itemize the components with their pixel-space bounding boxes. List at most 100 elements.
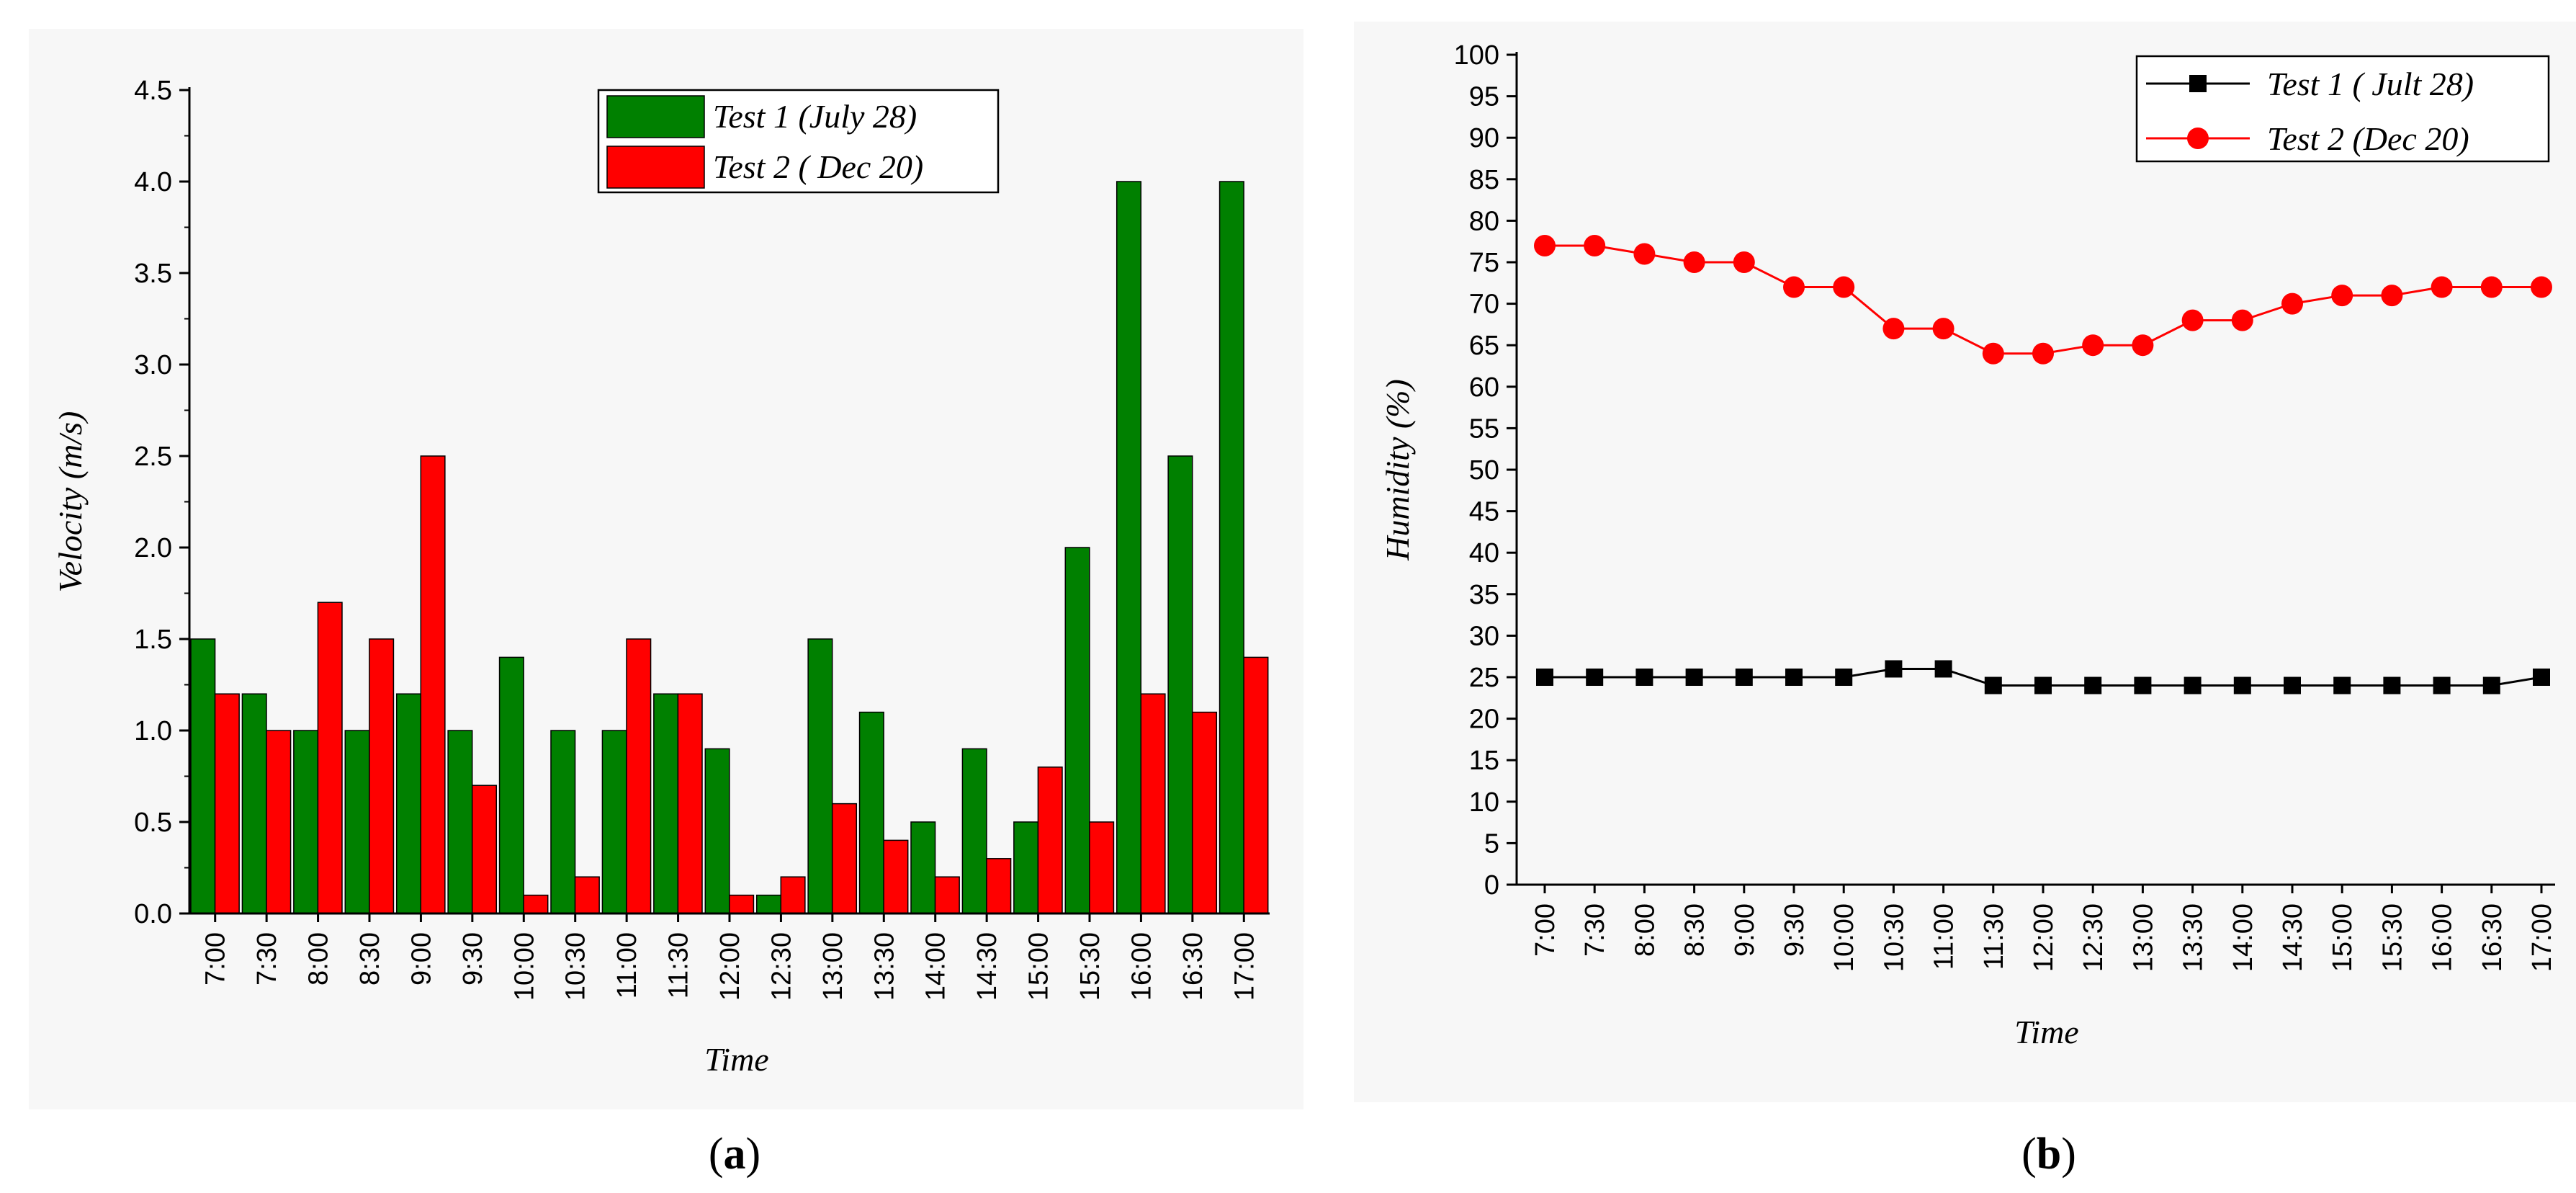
bar [523,894,549,914]
bar [471,785,498,914]
x-tick-label: 11:00 [1929,903,1960,970]
bar [1037,767,1063,914]
data-point [2084,676,2102,694]
y-tick-label: 4.0 [134,167,172,197]
data-point [1885,660,1903,678]
bar [883,839,909,914]
data-point [2333,676,2351,694]
x-tick-label: 10:00 [509,932,539,1001]
data-point [2431,276,2453,298]
legend-marker [2187,128,2209,149]
bar [858,711,884,914]
y-tick-label: 95 [1469,82,1499,112]
x-tick-label: 15:30 [2377,903,2407,972]
data-point [1785,669,1803,686]
x-tick-label: 12:30 [2078,903,2109,972]
bar [626,638,652,914]
y-axis-title: Velocity (m/s) [52,411,89,593]
caption-a-open: ( [709,1130,724,1179]
x-tick-label: 11:00 [612,932,642,998]
x-tick-label: 16:30 [2477,903,2508,972]
x-tick-label: 10:30 [1879,903,1909,972]
panel-a-background [29,29,1303,1109]
bar [498,656,524,914]
legend: Test 1 (July 28) Test 2 ( Dec 20) [597,89,1000,194]
caption-b-close: ) [2061,1130,2076,1179]
x-tick-label: 17:00 [2527,903,2557,972]
data-point [2134,676,2152,694]
y-tick-label: 25 [1469,663,1499,693]
y-tick-label: 65 [1469,331,1499,361]
x-tick-label: 7:00 [201,932,231,986]
y-tick-label: 5 [1484,828,1499,859]
data-point [1882,318,1905,340]
y-tick-label: 35 [1469,580,1499,610]
bar [1013,821,1039,914]
y-tick-label: 3.0 [134,350,172,380]
bar [780,876,806,914]
legend-label: Test 1 (July 28) [713,98,917,135]
y-tick-label: 100 [1454,40,1499,71]
x-tick-label: 15:30 [1075,932,1105,1001]
x-tick-label: 7:30 [1580,903,1610,957]
bar [704,748,730,914]
legend-label: Test 1 ( Jult 28) [2267,66,2474,102]
data-point [2034,676,2052,694]
caption-a-close: ) [746,1130,761,1179]
data-point [2331,285,2353,307]
x-tick-label: 15:00 [2328,903,2358,972]
y-tick-label: 2.0 [134,533,172,563]
legend-swatch [606,95,705,138]
x-tick-label: 13:30 [869,932,899,1001]
data-point [2181,309,2204,331]
data-point [1783,276,1805,298]
y-tick-label: 40 [1469,538,1499,568]
bar [369,638,395,914]
bar [1089,821,1115,914]
data-point [1536,669,1553,686]
bar [961,748,987,914]
bar [1219,181,1244,914]
bar [266,730,292,914]
panel-b: 0 5 10 15 20 25 30 35 40 45 50 55 60 65 70 75 80 85 90 95 10… [1379,40,2557,1179]
y-tick-label: 70 [1469,290,1499,320]
data-point [2184,676,2202,694]
x-tick-label: 7:00 [1530,903,1561,957]
data-point [2082,334,2104,357]
bar [574,876,600,914]
x-tick-label: 8:30 [355,932,385,986]
bar [831,803,858,914]
bar [190,638,216,914]
x-tick-label: 14:30 [2278,903,2308,972]
x-tick-label: 8:00 [1630,903,1660,957]
x-tick-label: 9:30 [458,932,488,986]
bar [677,693,703,914]
data-point [1735,669,1753,686]
bar [293,730,319,914]
bar [344,730,370,914]
bar [1116,181,1142,914]
data-point [1534,234,1556,256]
x-tick-label: 9:00 [406,932,436,986]
data-point [1835,669,1853,686]
panel-b-background [1354,22,2576,1102]
data-point [1635,669,1653,686]
legend: Test 1 ( Jult 28) Test 2 (Dec 20) [2135,55,2550,163]
x-tick-label: 12:00 [2029,903,2059,972]
y-tick-label: 75 [1469,248,1499,278]
y-tick-label: 10 [1469,787,1499,818]
x-tick-label: 15:00 [1024,932,1054,1001]
x-tick-label: 11:30 [664,932,694,998]
data-point [2383,676,2401,694]
data-point [2433,676,2451,694]
bar [241,693,267,914]
y-tick-label: 90 [1469,123,1499,153]
data-point [2231,309,2253,331]
x-axis-title: Time [704,1041,768,1078]
x-tick-label: 13:00 [818,932,848,1001]
x-tick-label: 11:30 [1979,903,2009,970]
caption-b: (b) [2021,1130,2076,1179]
y-tick-label: 4.5 [134,76,172,106]
y-tick-label: 30 [1469,621,1499,651]
